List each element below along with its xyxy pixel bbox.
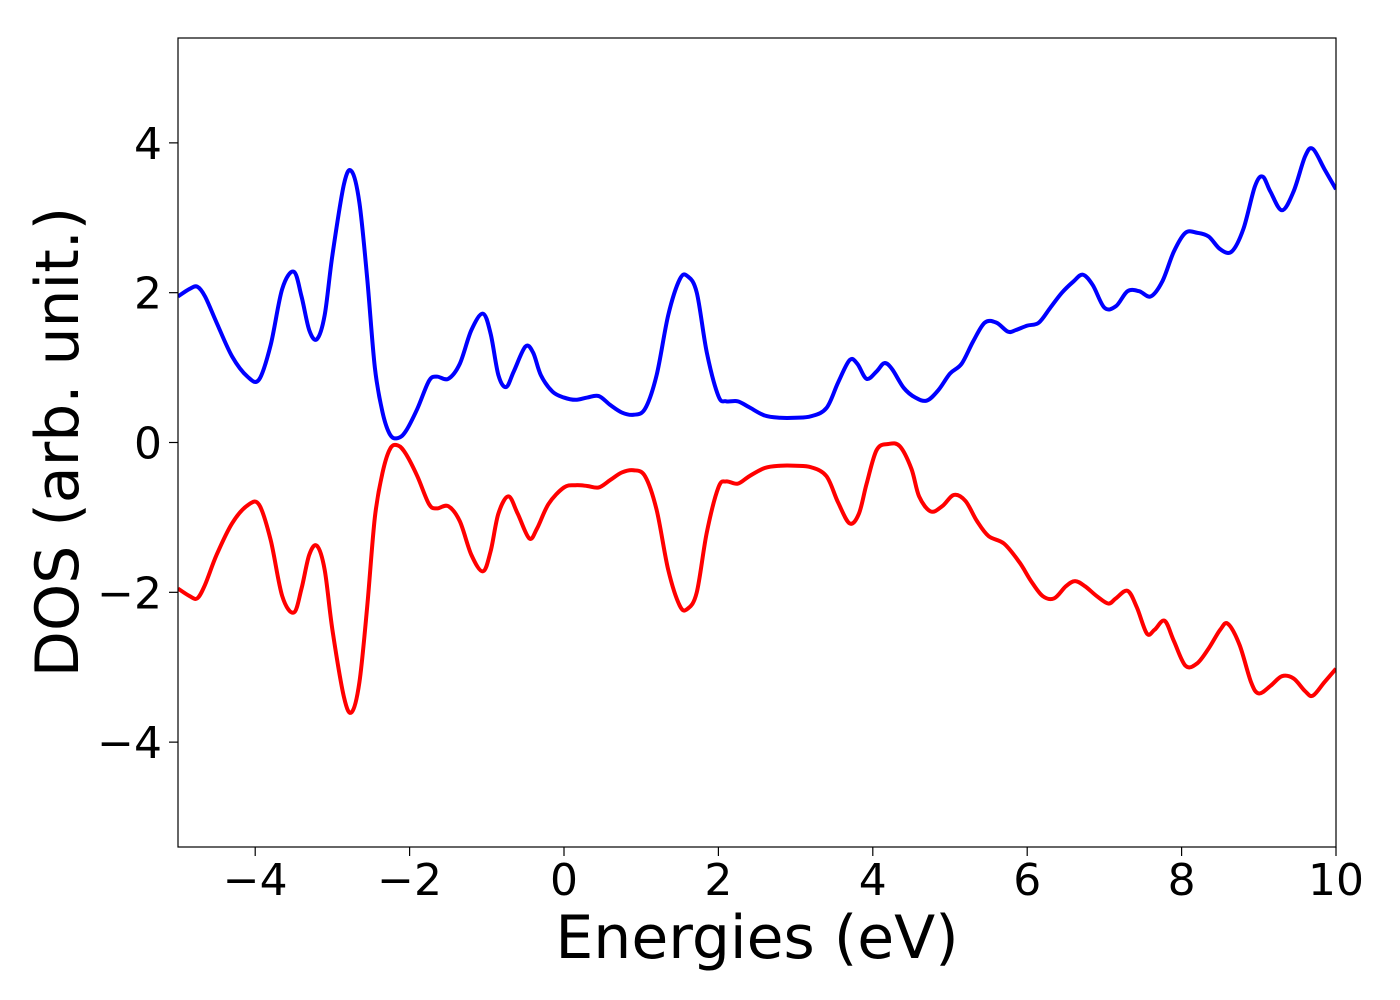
x-tick-label: −4	[223, 855, 288, 906]
x-tick-label: 2	[704, 855, 732, 906]
series-line-1	[178, 146, 1336, 441]
y-tick-label: 4	[134, 119, 162, 170]
y-tick-label: 2	[134, 269, 162, 320]
y-axis-ticks: −4 −2 0 2 4	[97, 119, 178, 769]
x-tick-label: 10	[1308, 855, 1364, 906]
x-axis-label: Energies (eV)	[555, 903, 958, 973]
y-axis-label: DOS (arb. unit.)	[23, 207, 93, 677]
x-tick-label: 4	[859, 855, 887, 906]
x-axis-ticks: −4 −2 0 2 4 6 8 10	[223, 847, 1364, 906]
y-tick-label: −2	[97, 568, 162, 619]
x-tick-label: 8	[1168, 855, 1196, 906]
x-tick-label: 6	[1013, 855, 1041, 906]
series-line-2	[178, 441, 1336, 715]
x-tick-label: 0	[550, 855, 578, 906]
y-tick-label: −4	[97, 718, 162, 769]
y-tick-label: 0	[134, 419, 162, 470]
series-layer	[178, 146, 1336, 715]
x-tick-label: −2	[377, 855, 442, 906]
